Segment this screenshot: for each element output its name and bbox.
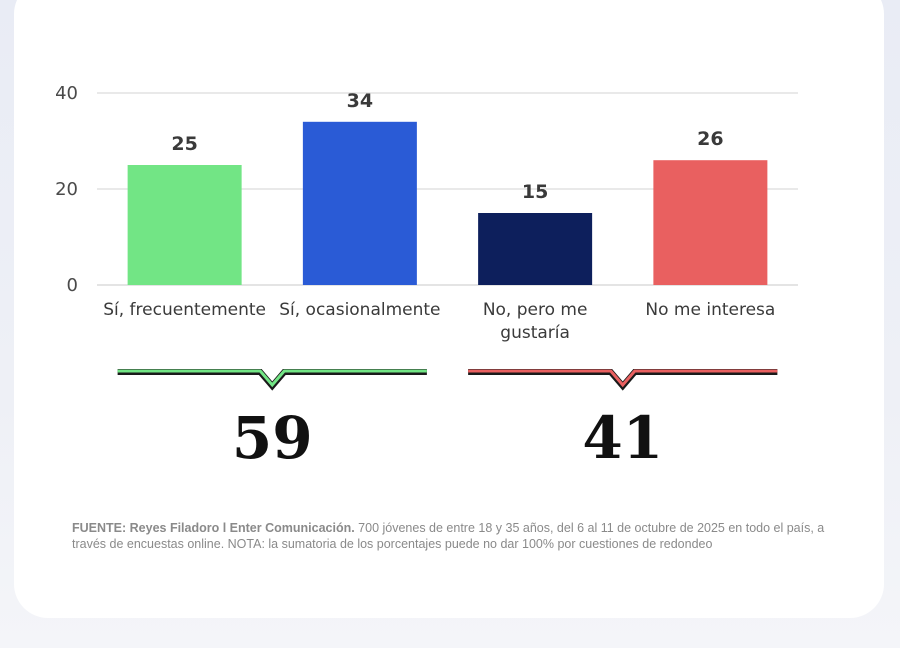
source-text: 700 jóvenes de entre 18 y 35 años, del 6…	[72, 521, 825, 551]
category-labels: Sí, frecuentemente Sí, ocasionalmente No, …	[103, 300, 775, 343]
data-label: 34	[347, 90, 373, 112]
bar	[478, 213, 593, 285]
source-note: FUENTE: Reyes Filadoro l Enter Comunicac…	[72, 520, 832, 552]
bars	[127, 121, 768, 285]
bar	[653, 160, 768, 285]
bar-chart: 0 20 40 25 34 15 26 Sí, frecuentemente Sí, oca…	[55, 83, 798, 472]
group-bracket	[117, 369, 427, 388]
data-label: 26	[697, 128, 723, 150]
bar	[302, 121, 417, 285]
group-total: 41	[582, 404, 663, 472]
group-totals: 59 41	[117, 369, 778, 472]
category-label: Sí, ocasionalmente	[279, 300, 440, 320]
data-label: 15	[522, 181, 548, 203]
y-tick-label: 40	[55, 83, 78, 104]
source-label: FUENTE: Reyes Filadoro l Enter Comunicac…	[72, 521, 355, 535]
group-total: 59	[232, 404, 313, 472]
bar	[127, 165, 242, 285]
group-bracket	[468, 369, 778, 388]
category-label: Sí, frecuentemente	[103, 300, 266, 320]
category-label: gustaría	[500, 323, 570, 343]
y-tick-label: 20	[55, 179, 78, 200]
chart-card	[14, 0, 884, 618]
data-labels: 25 34 15 26	[171, 90, 723, 203]
category-label: No me interesa	[645, 300, 775, 320]
y-axis-ticks: 0 20 40	[55, 83, 78, 296]
data-label: 25	[171, 133, 197, 155]
category-label: No, pero me	[483, 300, 588, 320]
y-tick-label: 0	[67, 275, 78, 296]
